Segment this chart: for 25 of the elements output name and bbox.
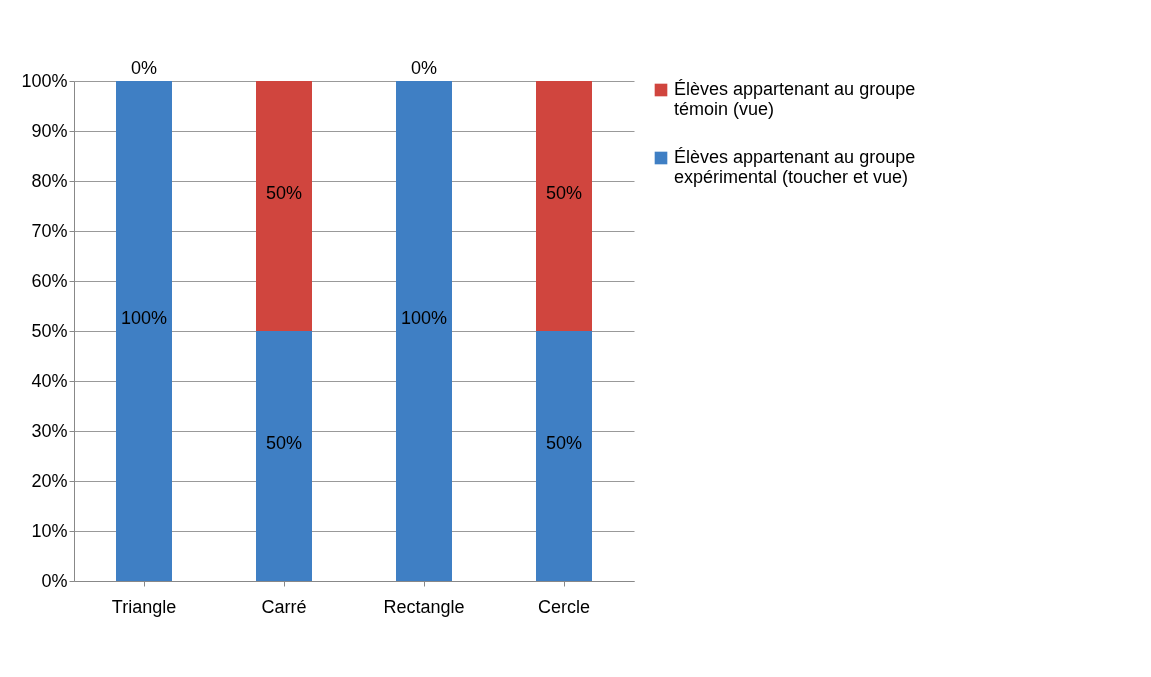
- data-label: 50%: [545, 433, 583, 453]
- data-label: 100%: [400, 308, 448, 328]
- data-label: 0%: [130, 58, 158, 78]
- data-label: 100%: [120, 308, 168, 328]
- x-tick-label: Cercle: [537, 596, 591, 617]
- y-tick-label: 20%: [31, 470, 68, 491]
- y-tick-label: 70%: [31, 220, 68, 241]
- x-tick-label: Triangle: [111, 596, 177, 617]
- y-tick-label: 80%: [31, 170, 68, 191]
- y-tick-label: 40%: [31, 370, 68, 391]
- y-tick-label: 10%: [31, 520, 68, 541]
- data-label: 50%: [545, 183, 583, 203]
- y-tick-label: 0%: [41, 570, 68, 591]
- y-tick-label: 60%: [31, 270, 68, 291]
- legend-label: Élèves appartenant au groupe témoin (vue): [674, 79, 916, 119]
- x-tick-label: Rectangle: [383, 596, 465, 617]
- data-label: 0%: [410, 58, 438, 78]
- data-label: 50%: [265, 183, 303, 203]
- y-tick-label: 30%: [31, 420, 68, 441]
- legend-label: Élèves appartenant au groupe expérimental (toucher et vue): [674, 147, 916, 187]
- x-tick-label: Carré: [261, 596, 307, 617]
- y-tick-label: 50%: [31, 320, 68, 341]
- data-label: 50%: [265, 433, 303, 453]
- y-tick-label: 90%: [31, 120, 68, 141]
- y-tick-label: 100%: [21, 70, 68, 91]
